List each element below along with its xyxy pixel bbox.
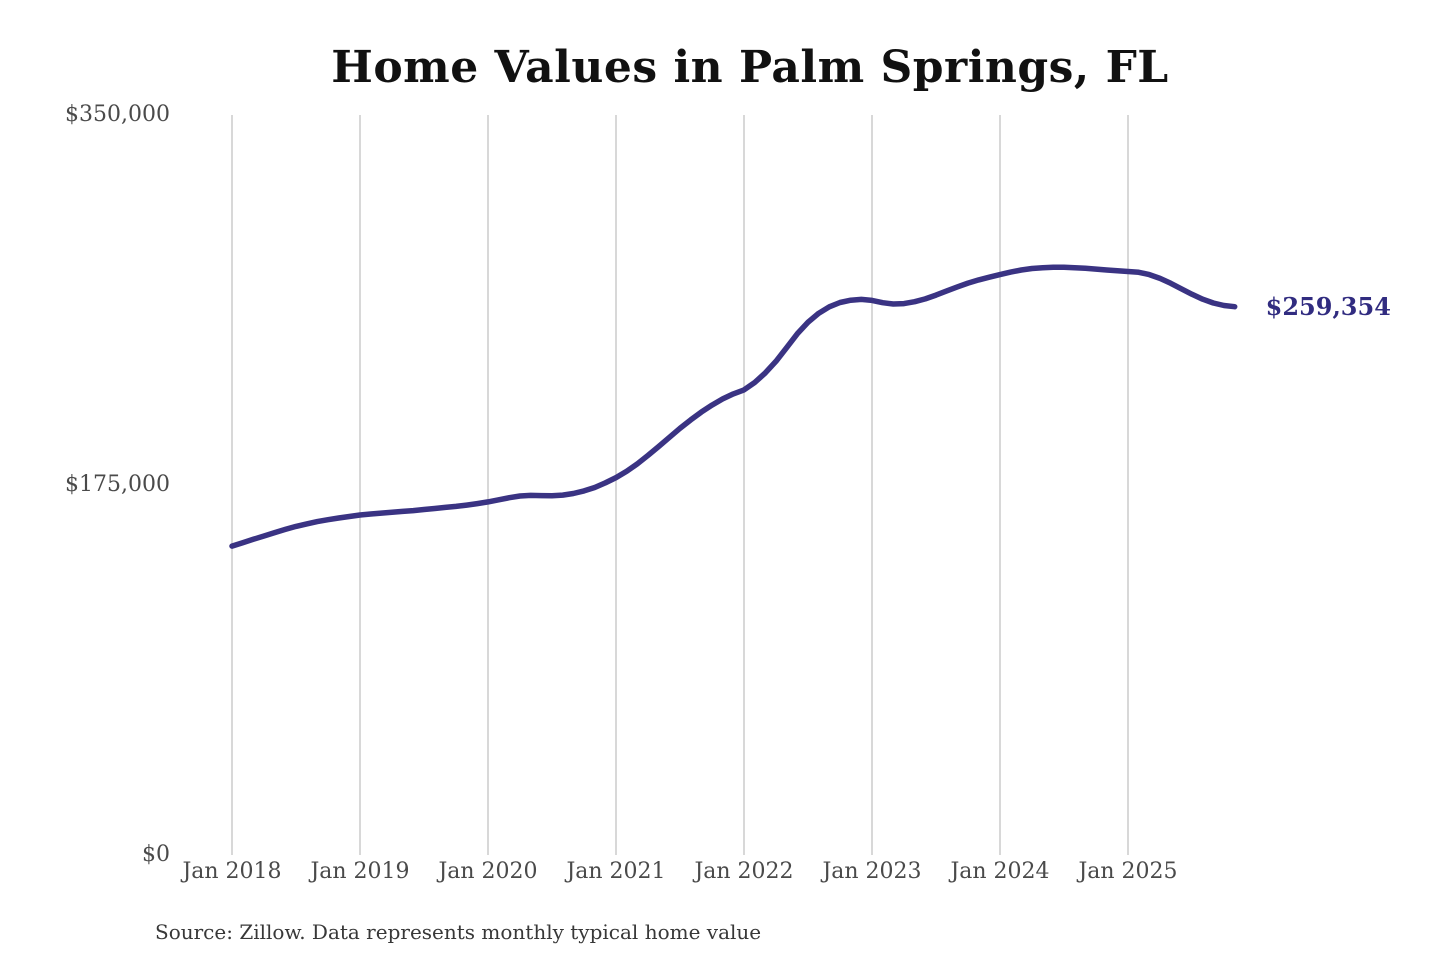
latest-value-label: $259,354: [1265, 291, 1391, 321]
y-axis-tick-0: $0: [142, 842, 170, 867]
x-axis-tick-jan-2023: Jan 2023: [822, 859, 922, 884]
home-value-line: [229, 264, 1238, 549]
chart-title: Home Values in Palm Springs, FL: [331, 42, 1169, 93]
x-axis-tick-jan-2021: Jan 2021: [566, 859, 666, 884]
source-note: Source: Zillow. Data represents monthly …: [155, 920, 762, 944]
x-axis-tick-jan-2025: Jan 2025: [1078, 859, 1178, 884]
x-axis-tick-jan-2024: Jan 2024: [950, 859, 1050, 884]
y-axis-tick-175000: $175,000: [65, 472, 170, 497]
y-axis-tick-350000: $350,000: [65, 102, 170, 127]
gridlines: [231, 115, 1129, 855]
x-axis-tick-jan-2018: Jan 2018: [182, 859, 282, 884]
x-axis-tick-jan-2019: Jan 2019: [310, 859, 410, 884]
x-axis-tick-jan-2020: Jan 2020: [438, 859, 538, 884]
x-axis-tick-jan-2022: Jan 2022: [694, 859, 794, 884]
